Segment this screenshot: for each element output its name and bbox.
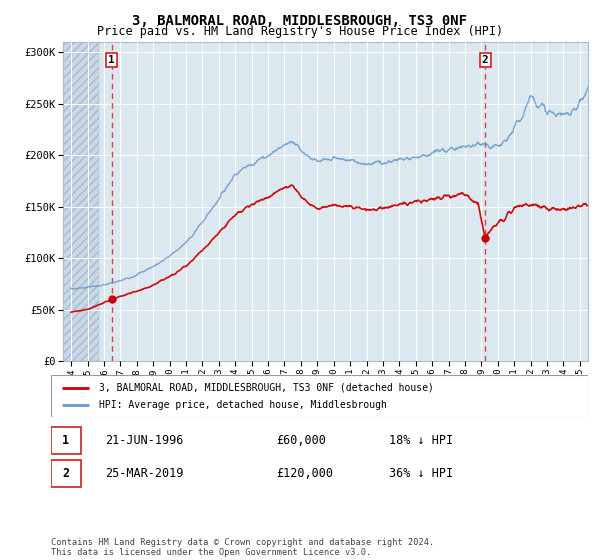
Text: Price paid vs. HM Land Registry's House Price Index (HPI): Price paid vs. HM Land Registry's House … xyxy=(97,25,503,38)
Bar xyxy=(51,460,80,487)
Text: 1: 1 xyxy=(109,55,115,65)
Text: Contains HM Land Registry data © Crown copyright and database right 2024.
This d: Contains HM Land Registry data © Crown c… xyxy=(51,538,434,557)
Text: 2: 2 xyxy=(482,55,488,65)
Text: £60,000: £60,000 xyxy=(277,433,326,447)
Text: 3, BALMORAL ROAD, MIDDLESBROUGH, TS3 0NF: 3, BALMORAL ROAD, MIDDLESBROUGH, TS3 0NF xyxy=(133,14,467,28)
Bar xyxy=(63,42,99,361)
Bar xyxy=(51,427,80,454)
Text: 3, BALMORAL ROAD, MIDDLESBROUGH, TS3 0NF (detached house): 3, BALMORAL ROAD, MIDDLESBROUGH, TS3 0NF… xyxy=(100,383,434,393)
Text: £120,000: £120,000 xyxy=(277,467,334,480)
Text: 36% ↓ HPI: 36% ↓ HPI xyxy=(389,467,454,480)
Text: 2: 2 xyxy=(62,467,70,480)
Text: 18% ↓ HPI: 18% ↓ HPI xyxy=(389,433,454,447)
Text: 1: 1 xyxy=(62,433,70,447)
Text: HPI: Average price, detached house, Middlesbrough: HPI: Average price, detached house, Midd… xyxy=(100,400,387,410)
Text: 21-JUN-1996: 21-JUN-1996 xyxy=(105,433,183,447)
Text: 25-MAR-2019: 25-MAR-2019 xyxy=(105,467,183,480)
